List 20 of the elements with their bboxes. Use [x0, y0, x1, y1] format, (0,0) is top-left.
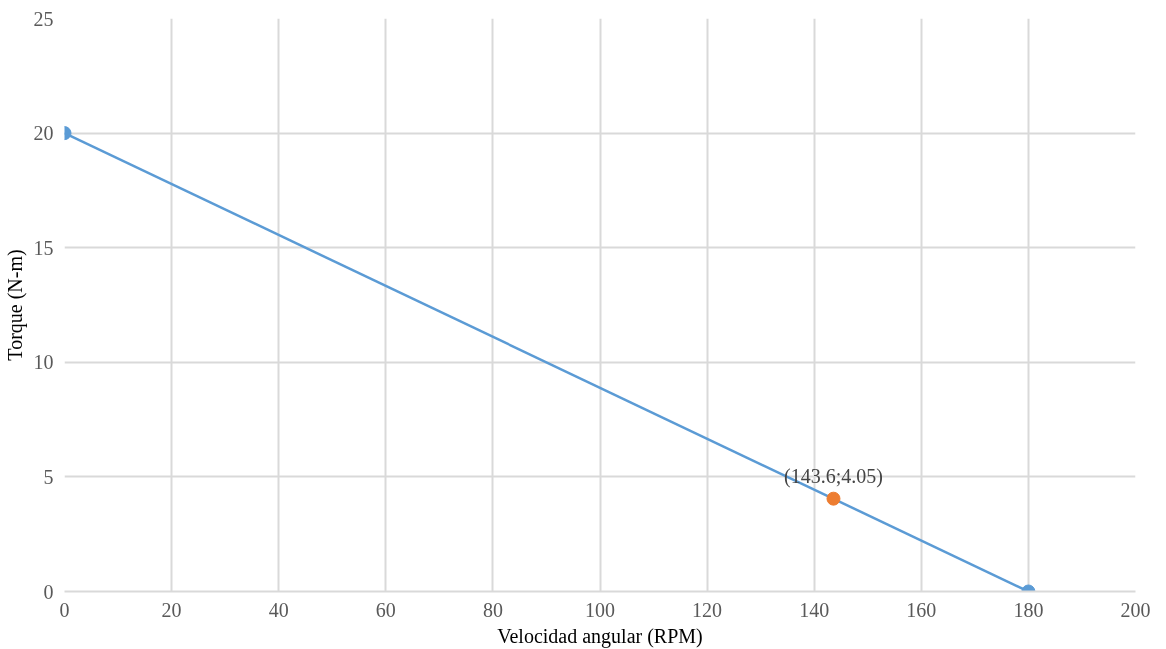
x-tick-label: 160 — [906, 598, 937, 621]
y-tick-label: 20 — [33, 122, 54, 145]
y-tick-label: 5 — [43, 465, 54, 488]
x-tick-label: 60 — [375, 598, 396, 621]
x-axis-title: Velocidad angular (RPM) — [497, 624, 703, 648]
x-tick-label: 200 — [1120, 598, 1151, 621]
x-tick-label: 120 — [692, 598, 723, 621]
y-tick-label: 10 — [33, 351, 54, 374]
x-tick-label: 80 — [482, 598, 503, 621]
y-tick-label: 15 — [33, 236, 54, 259]
x-tick-label: 0 — [59, 598, 70, 621]
y-axis-title: Torque (N-m) — [3, 249, 27, 361]
y-tick-label: 0 — [43, 580, 54, 603]
x-tick-label: 180 — [1013, 598, 1044, 621]
x-tick-label: 20 — [161, 598, 182, 621]
x-tick-label: 140 — [799, 598, 830, 621]
annotation: (143.6;4.05) — [784, 464, 883, 488]
x-tick-label: 100 — [585, 598, 615, 621]
y-tick-label: 25 — [33, 7, 54, 30]
x-tick-label: 40 — [268, 598, 289, 621]
